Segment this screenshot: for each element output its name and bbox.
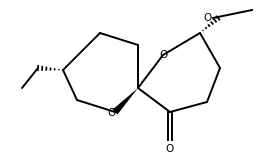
Text: O: O bbox=[159, 50, 167, 60]
Text: O: O bbox=[166, 144, 174, 154]
Text: O: O bbox=[204, 13, 212, 23]
Text: O: O bbox=[107, 108, 115, 118]
Polygon shape bbox=[113, 88, 138, 114]
